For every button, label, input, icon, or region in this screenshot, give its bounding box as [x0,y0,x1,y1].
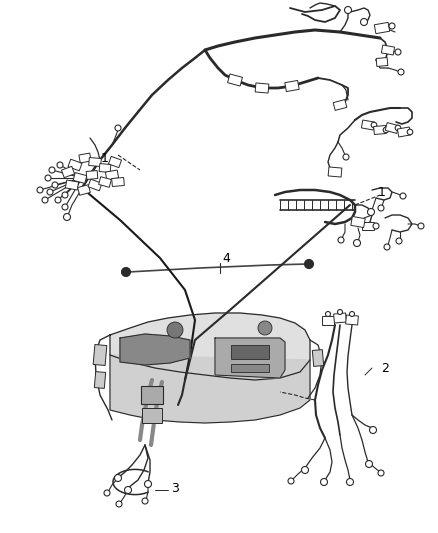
Bar [88,179,102,191]
Circle shape [115,125,121,131]
Bar [362,222,374,230]
Circle shape [62,192,68,198]
Circle shape [55,197,61,203]
Text: 3: 3 [171,481,179,495]
Bar [142,408,162,423]
Circle shape [418,223,424,229]
Circle shape [47,189,53,195]
Text: 4: 4 [222,252,230,264]
Circle shape [114,474,121,481]
Bar [361,120,374,130]
Bar [328,167,342,177]
Circle shape [373,223,379,229]
Bar [99,177,111,187]
Circle shape [395,125,401,131]
Circle shape [350,311,354,317]
Circle shape [62,204,68,210]
Bar [106,170,119,180]
Circle shape [42,197,48,203]
Circle shape [288,478,294,484]
Circle shape [52,182,58,188]
Bar [334,313,346,323]
Bar [333,100,347,110]
Circle shape [116,501,122,507]
Circle shape [378,205,384,211]
Text: 1: 1 [378,187,386,199]
Circle shape [343,154,349,160]
Bar [381,45,395,55]
Circle shape [395,49,401,55]
Bar [99,164,111,173]
Circle shape [407,129,413,135]
Circle shape [360,19,367,26]
Bar [78,185,90,195]
Polygon shape [215,338,285,378]
Bar [61,166,74,177]
Circle shape [353,239,360,246]
Bar [109,156,121,168]
Circle shape [378,470,384,476]
Bar [94,372,106,389]
Bar [73,173,87,183]
Bar [385,123,399,133]
Bar [141,386,163,404]
Bar [346,315,358,325]
Bar [255,83,269,93]
Circle shape [398,69,404,75]
Text: 1: 1 [101,151,109,165]
Polygon shape [120,334,190,365]
Text: 2: 2 [381,361,389,375]
Bar [68,159,82,171]
Circle shape [37,187,43,193]
Circle shape [145,481,152,488]
Bar [376,58,388,67]
Circle shape [304,260,314,269]
Bar [231,345,269,359]
Circle shape [338,310,343,314]
Circle shape [383,127,389,133]
Bar [322,316,334,325]
Circle shape [64,214,71,221]
Circle shape [345,6,352,13]
Circle shape [346,479,353,486]
Circle shape [258,321,272,335]
Bar [231,364,269,372]
Bar [397,127,410,137]
Circle shape [400,193,406,199]
Bar [79,153,91,163]
Circle shape [321,479,328,486]
Polygon shape [110,313,310,380]
Bar [374,22,390,34]
Circle shape [370,426,377,433]
Bar [312,350,324,366]
Bar [351,216,365,228]
Circle shape [371,122,377,128]
Circle shape [389,23,395,29]
Circle shape [301,466,308,473]
Bar [65,180,78,190]
Bar [93,344,107,366]
Circle shape [167,322,183,338]
Circle shape [365,461,372,467]
Bar [285,80,299,92]
Bar [112,177,124,187]
Circle shape [396,238,402,244]
Circle shape [45,175,51,181]
Circle shape [338,237,344,243]
Circle shape [325,311,331,317]
Circle shape [367,208,374,215]
Circle shape [124,487,131,494]
Circle shape [49,167,55,173]
Bar [374,125,386,134]
Polygon shape [110,355,310,423]
Circle shape [57,162,63,168]
Bar [86,171,98,180]
Circle shape [384,244,390,250]
Bar [228,74,243,86]
Bar [88,157,101,166]
Circle shape [121,268,131,277]
Circle shape [142,498,148,504]
Circle shape [104,490,110,496]
